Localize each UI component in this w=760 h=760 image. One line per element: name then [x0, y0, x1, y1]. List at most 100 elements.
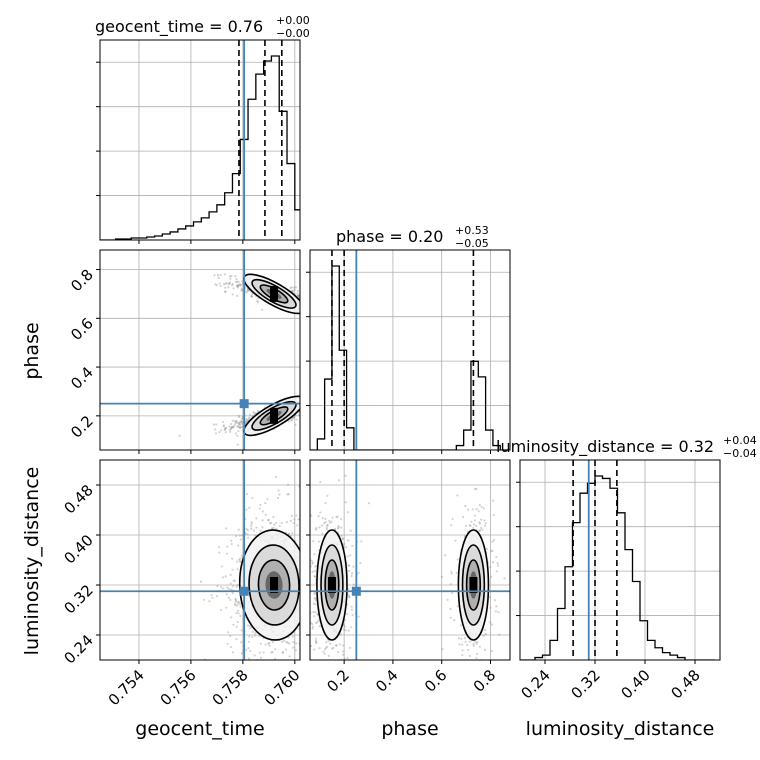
sample-point [328, 519, 331, 522]
sample-point [302, 579, 304, 581]
sample-point [246, 685, 248, 687]
sample-point [350, 605, 353, 608]
sample-point [306, 638, 308, 640]
sample-point [343, 542, 346, 546]
sample-point [302, 305, 304, 307]
sample-point [302, 621, 304, 623]
sample-point [296, 295, 299, 298]
sample-point [321, 688, 323, 690]
sample-point [472, 642, 475, 646]
hist-bin-geocent_time-23 [279, 111, 287, 240]
sample-point [359, 561, 362, 565]
sample-point [239, 557, 242, 560]
sample-point [234, 535, 238, 538]
sample-point [307, 294, 309, 296]
sample-point [291, 417, 294, 420]
sample-point [239, 284, 242, 287]
sample-point [210, 594, 213, 597]
xtick-label-luminosity_distance-3: 0.48 [667, 666, 703, 702]
sample-point [231, 419, 234, 422]
sample-point [490, 649, 493, 653]
sample-point [312, 303, 314, 305]
sample-point [306, 651, 308, 653]
sample-point [350, 608, 354, 611]
sample-point [240, 420, 243, 423]
sample-point [314, 639, 317, 643]
sample-point [313, 575, 316, 578]
sample-point [469, 524, 472, 527]
sample-point [346, 656, 349, 660]
sample-point [254, 663, 256, 665]
sample-point [310, 407, 312, 409]
sample-point [227, 283, 230, 286]
sample-point [310, 593, 312, 595]
sample-point [247, 647, 250, 650]
sample-point [483, 648, 487, 651]
sample-point [245, 418, 249, 421]
sample-point [255, 526, 258, 529]
sample-point [235, 638, 238, 641]
sample-point [306, 645, 308, 647]
sample-point [240, 287, 243, 291]
sample-point [264, 643, 267, 646]
sample-point [300, 405, 302, 407]
sample-point [246, 289, 249, 292]
sample-point [237, 528, 240, 531]
sample-point [295, 514, 298, 517]
sample-point [305, 577, 307, 579]
hist-bars-luminosity_distance [520, 460, 715, 660]
sample-point [236, 422, 240, 425]
sample-point [326, 524, 329, 527]
sample-point [475, 487, 478, 491]
sample-point [311, 400, 313, 402]
sample-point [302, 624, 304, 626]
sample-point [272, 515, 275, 518]
sample-point [293, 288, 296, 292]
sample-point [271, 650, 274, 654]
sample-point [460, 643, 464, 646]
hist-bin-luminosity_distance-11 [603, 478, 611, 660]
sample-point [478, 529, 481, 532]
density-peak-1 [270, 285, 279, 302]
sample-point [305, 544, 307, 546]
sample-point [263, 673, 265, 675]
sample-point [292, 641, 295, 644]
sample-point [289, 419, 293, 422]
sample-point [301, 299, 303, 301]
sample-point [216, 584, 219, 588]
sample-point [491, 499, 495, 502]
sample-point [240, 420, 243, 423]
sample-point [450, 591, 454, 595]
sample-point [335, 644, 338, 647]
xlabel-phase: phase [381, 718, 438, 740]
sample-point [302, 623, 304, 625]
sample-point [232, 287, 235, 290]
hist-bin-luminosity_distance-14 [625, 550, 633, 660]
truth-marker-luminosity_distance-geocent_time [239, 586, 249, 596]
sample-point [198, 669, 200, 671]
sample-point [220, 565, 224, 568]
hist-bin-geocent_time-25 [295, 210, 303, 240]
sample-point [461, 653, 464, 657]
sample-point [202, 598, 206, 601]
sample-point [301, 300, 303, 302]
sample-point [313, 407, 315, 409]
sample-point [306, 403, 308, 405]
sample-point [285, 648, 288, 651]
sample-point [307, 624, 309, 626]
sample-point [218, 282, 221, 285]
sample-point [301, 601, 303, 603]
sample-point [496, 564, 500, 567]
sample-point [347, 539, 350, 542]
sample-point [314, 597, 317, 600]
sample-point [335, 644, 338, 647]
sample-point [348, 596, 351, 599]
sample-point [462, 515, 465, 519]
sample-point [224, 282, 227, 285]
sample-point [310, 565, 313, 568]
sample-point [236, 283, 239, 287]
sample-point [467, 648, 470, 651]
sample-point [251, 293, 254, 296]
sample-point [346, 511, 349, 514]
